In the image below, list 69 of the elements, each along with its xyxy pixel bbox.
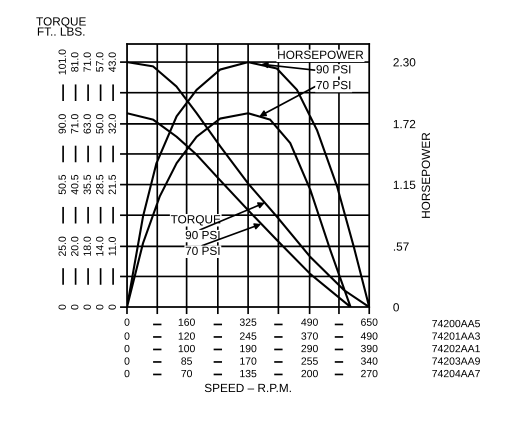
y-tick-label: 1.72: [394, 120, 416, 128]
text: 28.5: [96, 174, 104, 194]
text: 32.0: [108, 114, 116, 134]
text: 200: [301, 370, 318, 378]
x-tick-label: 650: [361, 318, 378, 326]
text: 170: [240, 357, 256, 365]
text: 81.0: [71, 52, 78, 72]
text: 74202AA1: [432, 344, 480, 352]
text: 20.0: [71, 236, 78, 256]
y-tick-label: 0: [393, 303, 399, 312]
text: 71.0: [71, 114, 78, 134]
x-tick-label: 490: [301, 318, 318, 326]
text: 190: [240, 344, 256, 352]
text: 0: [124, 357, 130, 365]
text: 40.5: [71, 174, 78, 194]
text: 290: [301, 344, 318, 352]
text: 270: [361, 370, 378, 378]
annotation: HORSEPOWER: [278, 50, 364, 59]
text: 490: [360, 332, 378, 340]
text: 50.5: [58, 174, 66, 194]
text: 0: [124, 370, 130, 378]
text: 0: [96, 304, 104, 310]
x-axis-title: SPEED – R.P.M.: [204, 384, 291, 392]
annotation: 90 PSI: [186, 230, 220, 240]
text: 101.0: [58, 49, 66, 74]
text: 85: [181, 357, 192, 365]
text: 0: [84, 304, 91, 310]
y-tick-label: 1.15: [394, 180, 416, 189]
text: 70: [181, 370, 192, 378]
x-tick-label: 0: [124, 318, 130, 326]
text: 245: [240, 332, 256, 340]
text: 74200AA5: [432, 320, 480, 328]
text: 74203AA9: [432, 357, 480, 365]
text: 90.0: [58, 114, 66, 134]
text: 71.0: [84, 52, 91, 72]
text: 390: [360, 344, 378, 352]
x-tick-label: 160: [178, 318, 195, 326]
annotation: TORQUE: [170, 215, 220, 226]
text: 18.0: [84, 236, 91, 256]
text: 63.0: [84, 114, 91, 134]
text: 255: [301, 357, 318, 365]
text: 100: [178, 344, 195, 352]
y-tick-label: 2.30: [393, 58, 416, 66]
text: 50.0: [96, 114, 104, 134]
text: 340: [360, 357, 378, 365]
annotation: 70 PSI: [186, 246, 220, 256]
text: 0: [124, 344, 130, 352]
text: 21.5: [108, 174, 116, 194]
text: 0: [108, 304, 116, 310]
annotation: 90 PSI: [316, 65, 350, 74]
text: 0: [58, 304, 66, 310]
text: 57.0: [96, 52, 104, 72]
text: 11.0: [108, 237, 116, 256]
x-tick-label: 325: [240, 318, 256, 326]
text: 0: [71, 304, 78, 310]
y-tick-label: .57: [394, 242, 409, 251]
text: TORQUE FT.. LBS.: [36, 17, 86, 36]
text: 74204AA7: [432, 370, 480, 378]
y-axis-title: HORSEPOWER: [422, 132, 430, 218]
text: 74201AA3: [432, 332, 480, 340]
text: 35.5: [84, 174, 91, 194]
text: 135: [240, 370, 256, 378]
text: 43.0: [108, 52, 116, 72]
text: 14.0: [96, 236, 104, 256]
text: 25.0: [58, 236, 66, 256]
text: 0: [124, 332, 130, 340]
text: 120: [178, 332, 195, 340]
annotation: 70 PSI: [316, 80, 350, 90]
text: 370: [301, 332, 318, 340]
